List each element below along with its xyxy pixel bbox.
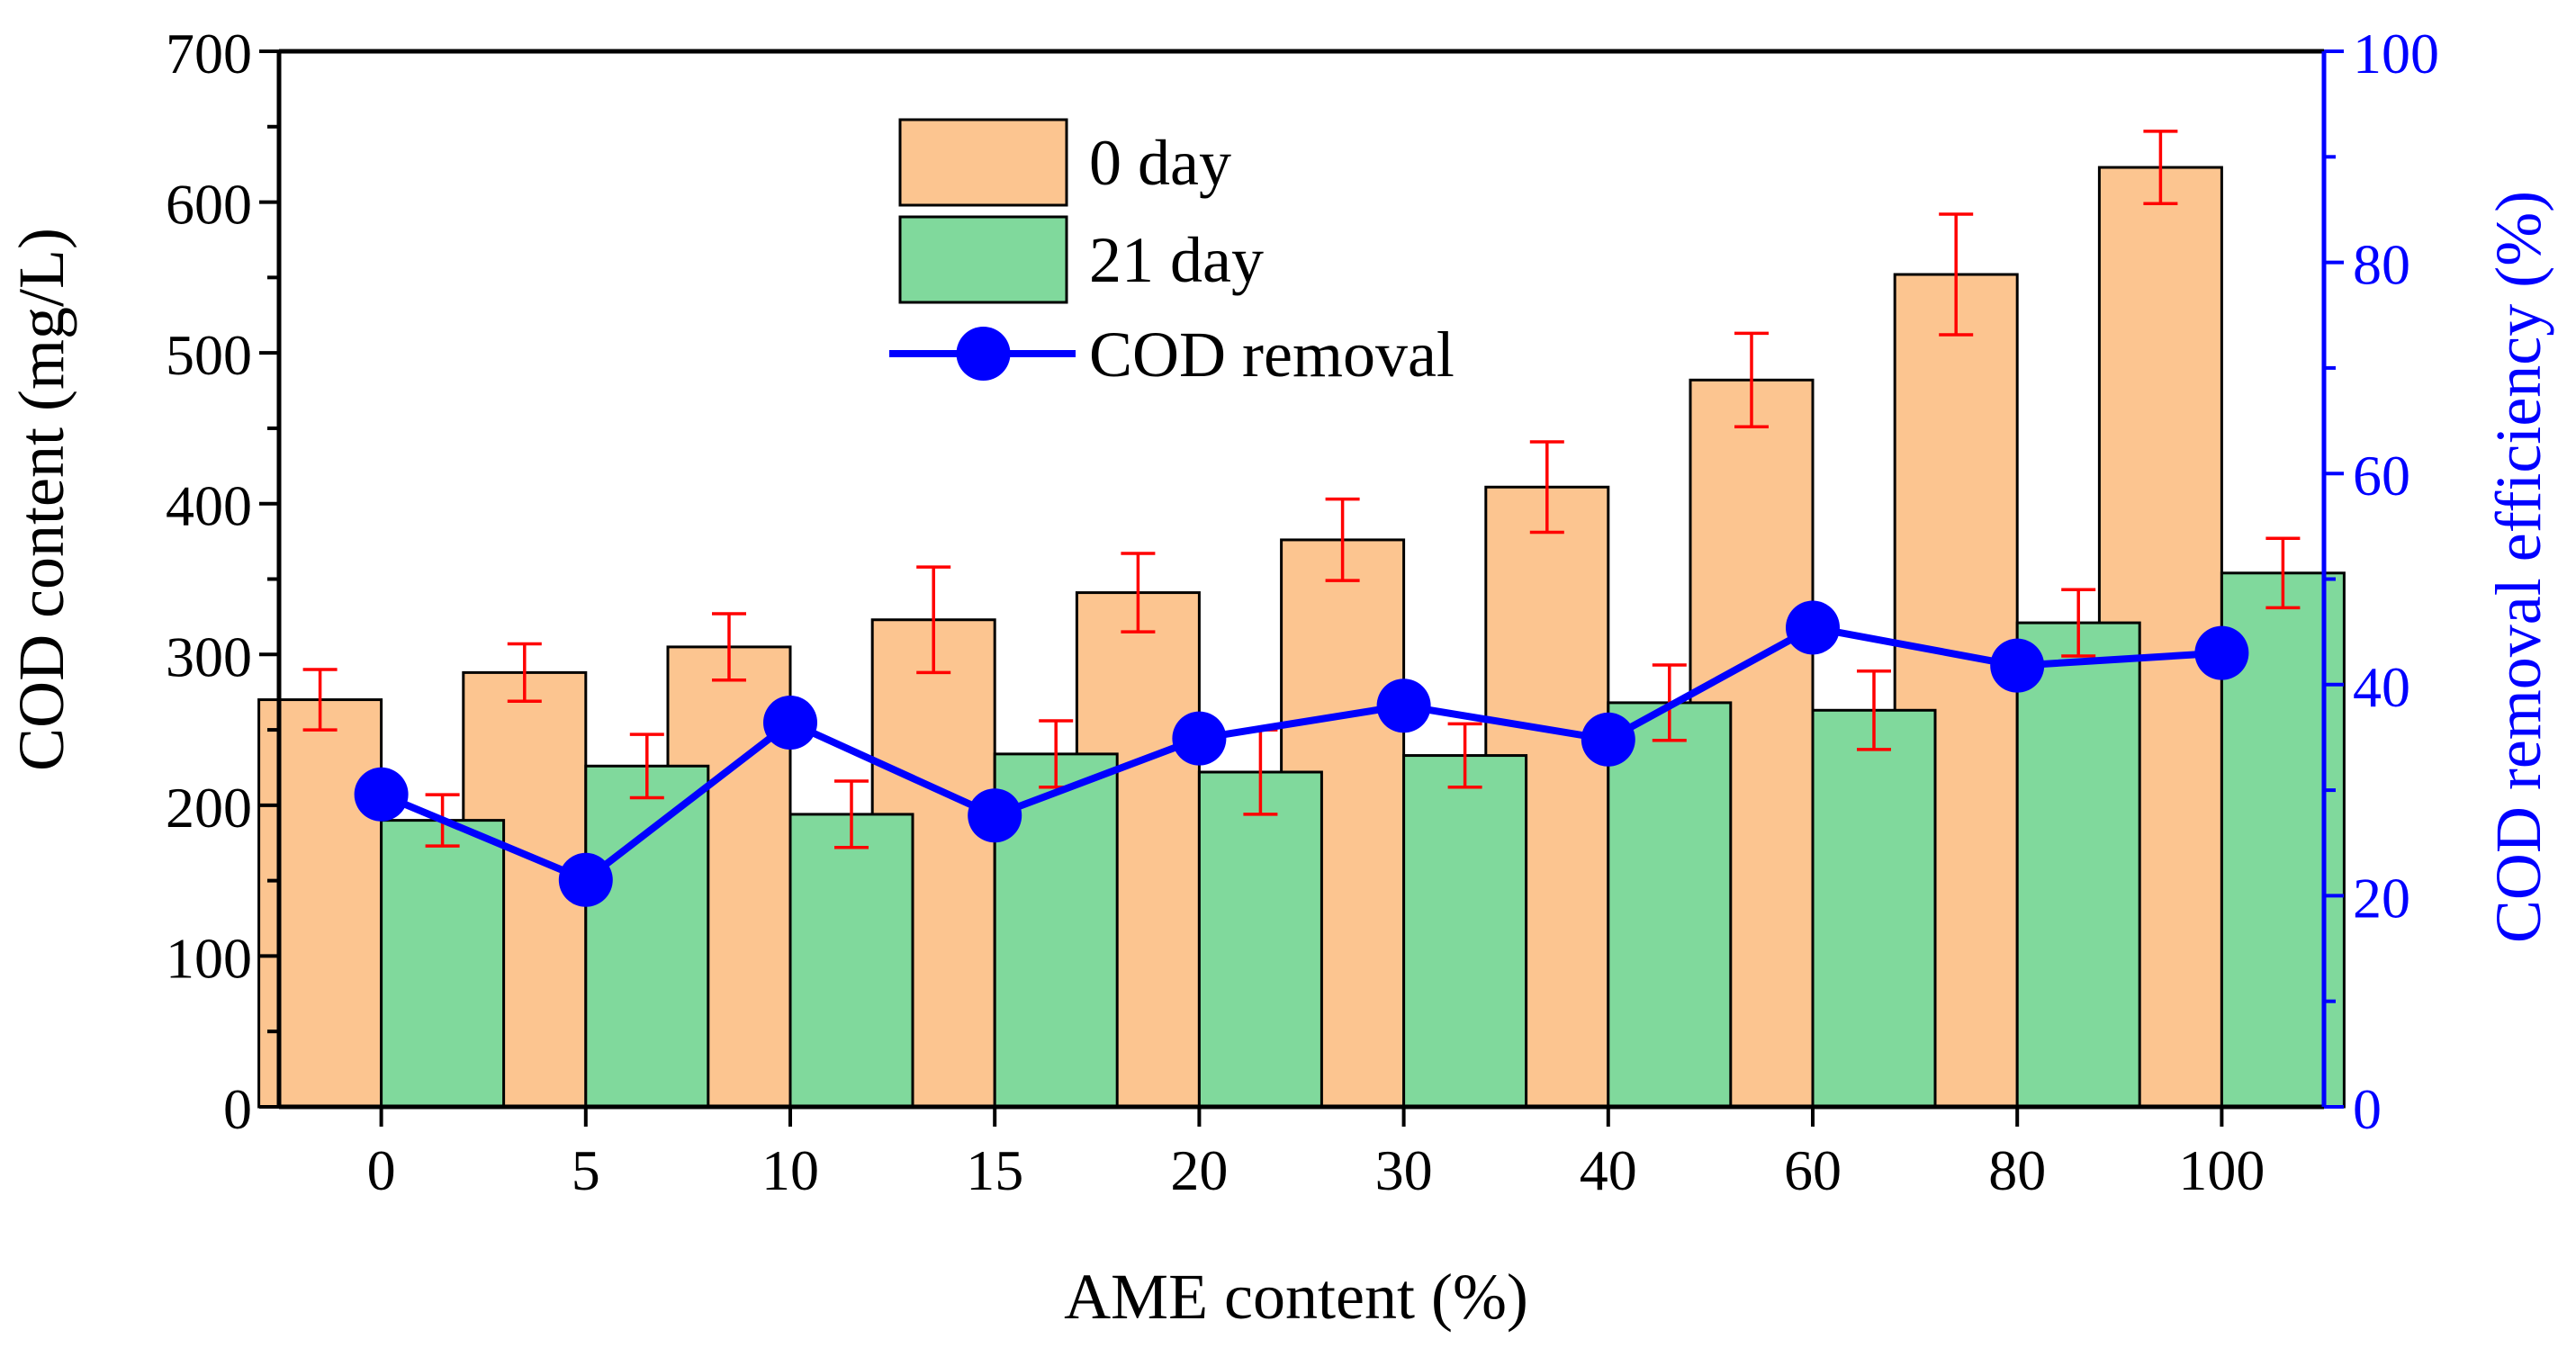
- bar-day21: [1811, 708, 1937, 1109]
- removal-line-layer: [354, 600, 2249, 907]
- x-tick-label: 10: [761, 1138, 819, 1202]
- x-tick-label: 30: [1375, 1138, 1433, 1202]
- x-tick-label: 80: [1988, 1138, 2046, 1202]
- bar-day21: [1402, 754, 1528, 1109]
- legend: 0 day 21 day COD removal: [889, 118, 1455, 391]
- removal-line: [380, 624, 2222, 885]
- bar-day21: [1607, 701, 1733, 1109]
- x-tick-label: 20: [1170, 1138, 1228, 1202]
- y-axis-title-right: COD removal efficiency (%): [2482, 191, 2554, 943]
- x-axis-title: AME content (%): [1064, 1261, 1528, 1333]
- bar-day21: [380, 819, 506, 1109]
- legend-swatch-day21: [898, 215, 1068, 304]
- y-tick-label-left: 400: [166, 474, 252, 538]
- bar-day21: [584, 764, 710, 1109]
- y-tick-label-right: 100: [2353, 22, 2439, 85]
- removal-point: [558, 852, 613, 907]
- legend-label-removal: COD removal: [1089, 319, 1455, 391]
- x-tick-label: 15: [966, 1138, 1023, 1202]
- removal-point: [968, 788, 1022, 843]
- y-tick-label-right: 0: [2353, 1077, 2382, 1141]
- removal-point: [1581, 712, 1635, 767]
- legend-swatch-day0: [898, 118, 1068, 207]
- y-tick-label-left: 300: [166, 625, 252, 688]
- y-tick-label-left: 100: [166, 926, 252, 990]
- bars-layer: [257, 166, 2346, 1109]
- y-tick-label-left: 600: [166, 173, 252, 237]
- error-bars-layer: [302, 130, 2301, 849]
- bar-day21: [1197, 770, 1323, 1109]
- x-tick-label: 100: [2178, 1138, 2265, 1202]
- bar-day21: [2015, 621, 2141, 1109]
- removal-point: [1990, 638, 2045, 693]
- removal-point: [1172, 711, 1227, 766]
- legend-marker-removal: [956, 327, 1011, 381]
- x-tick-label: 0: [367, 1138, 396, 1202]
- x-tick-label: 5: [572, 1138, 600, 1202]
- axes-layer: 0 100 200 300 400 500 600 700 0 20 40 60 80 100 0 5 10 15…: [166, 22, 2439, 1202]
- y-tick-label-right: 20: [2353, 866, 2410, 930]
- removal-point: [1376, 678, 1431, 733]
- y-tick-label-right: 40: [2353, 655, 2410, 719]
- y-tick-label-left: 500: [166, 323, 252, 387]
- removal-point: [763, 696, 817, 750]
- y-axis-title-left: COD content (mg/L): [5, 228, 77, 771]
- y-tick-label-right: 60: [2353, 444, 2410, 508]
- legend-label-day0: 0 day: [1089, 127, 1231, 199]
- removal-point: [1786, 600, 1840, 655]
- legend-label-day21: 21 day: [1089, 224, 1264, 296]
- x-tick-label: 60: [1784, 1138, 1842, 1202]
- y-tick-label-left: 200: [166, 776, 252, 840]
- y-tick-label-left: 0: [223, 1077, 252, 1141]
- y-tick-label-left: 700: [166, 22, 252, 85]
- bar-day21: [788, 813, 914, 1109]
- removal-point: [2194, 625, 2249, 680]
- x-tick-label: 40: [1580, 1138, 1637, 1202]
- removal-point: [354, 767, 409, 822]
- y-tick-label-right: 80: [2353, 233, 2410, 297]
